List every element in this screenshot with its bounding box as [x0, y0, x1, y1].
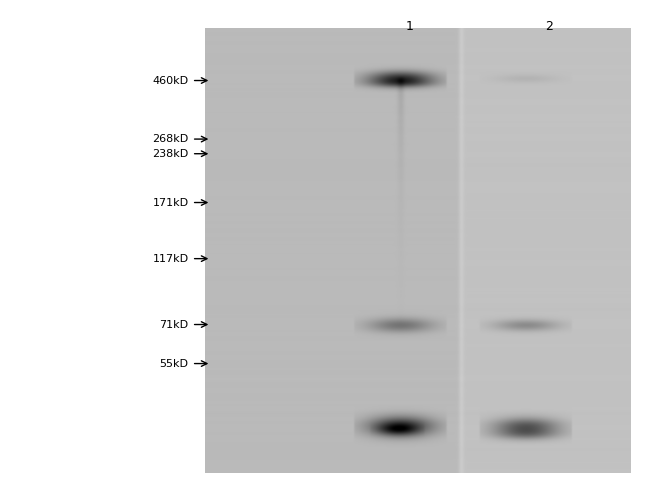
Text: 2: 2: [545, 20, 553, 33]
Text: 171kD: 171kD: [152, 198, 188, 207]
Text: 117kD: 117kD: [152, 254, 188, 264]
Text: 55kD: 55kD: [159, 359, 188, 368]
Text: 238kD: 238kD: [152, 149, 188, 159]
Text: 71kD: 71kD: [159, 320, 188, 329]
Text: 1: 1: [406, 20, 413, 33]
Text: 460kD: 460kD: [152, 76, 188, 85]
Text: 268kD: 268kD: [152, 134, 188, 144]
